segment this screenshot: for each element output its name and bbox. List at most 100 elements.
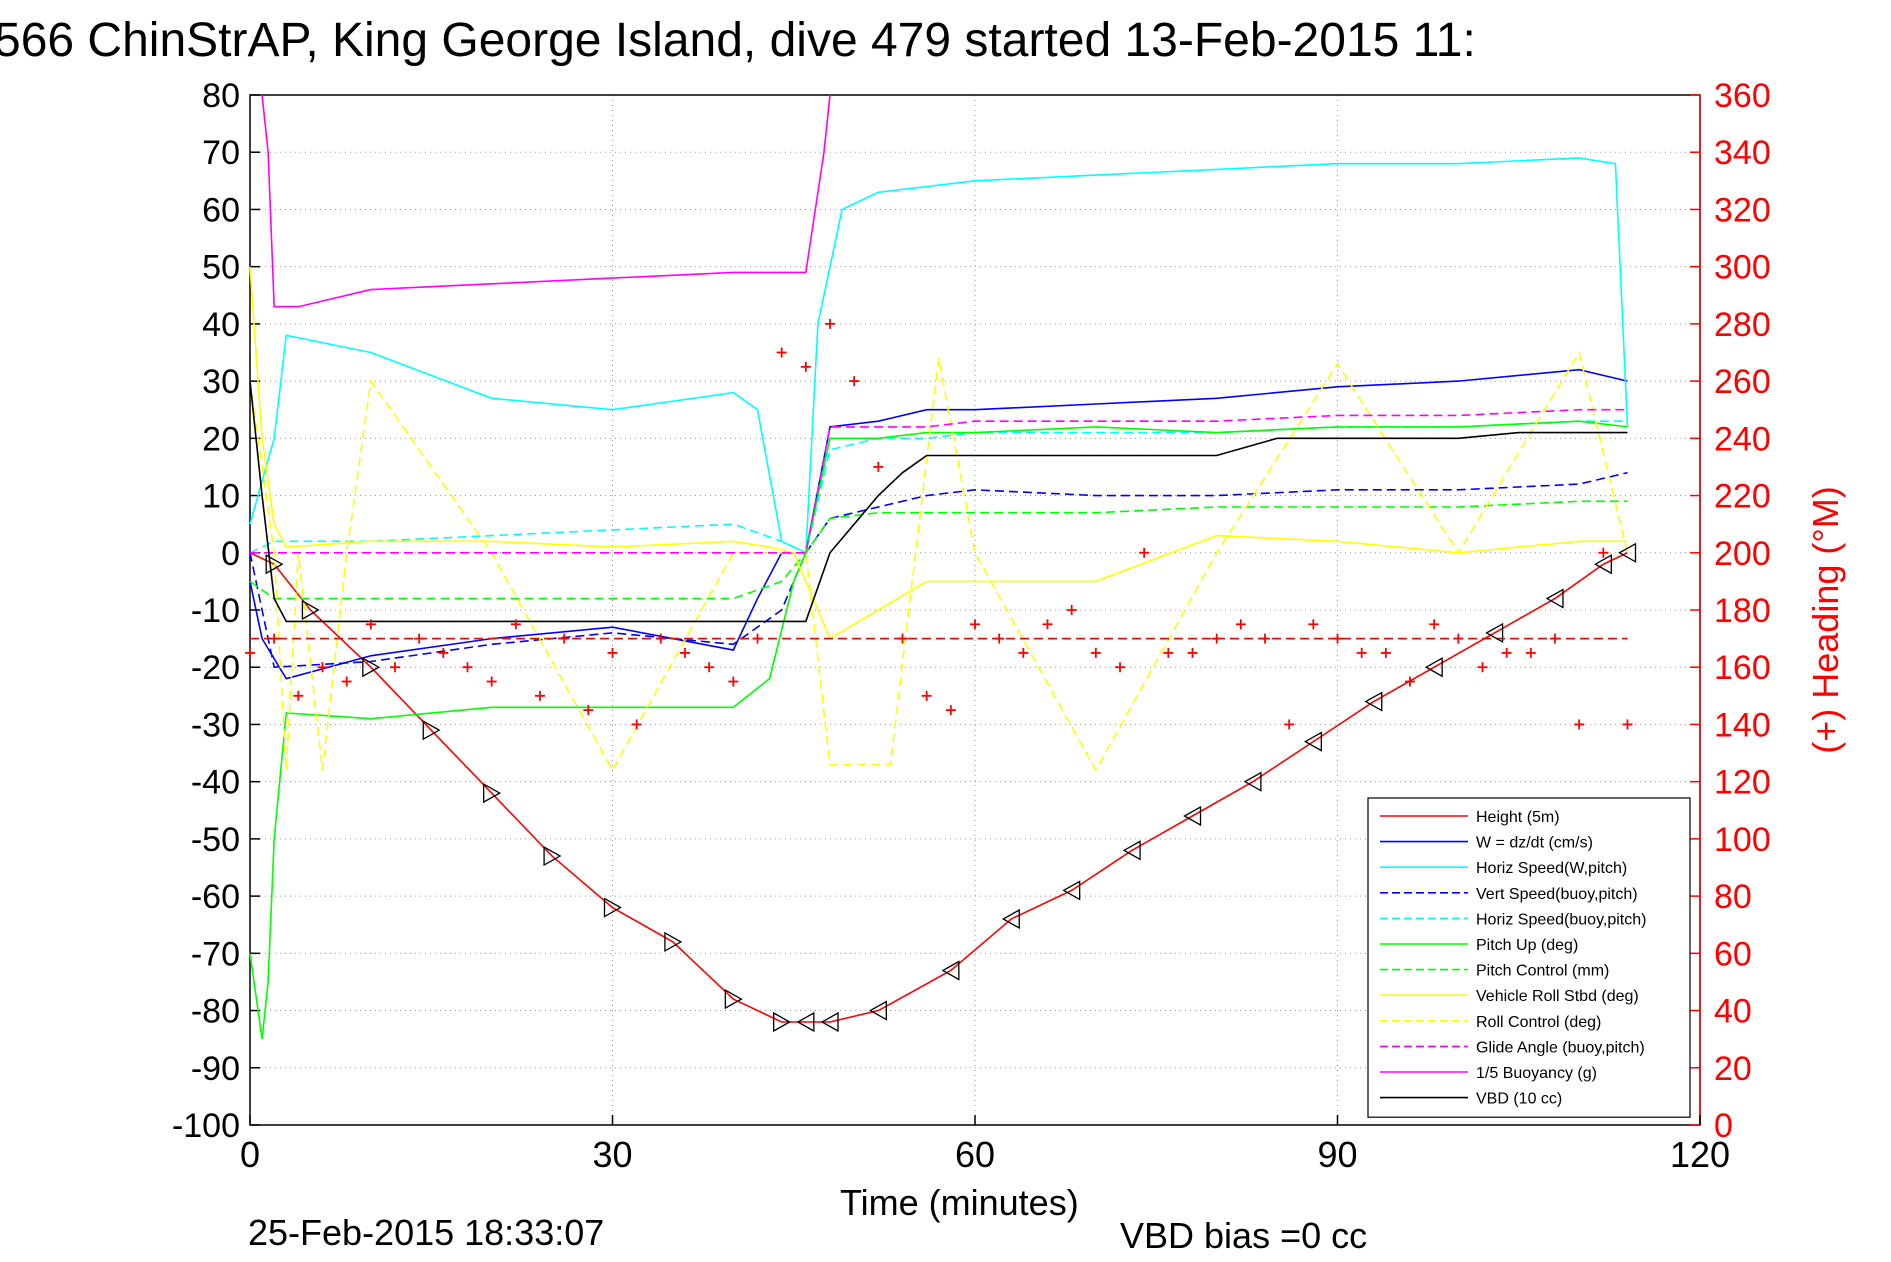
height-marker: [265, 554, 284, 575]
y-right-tick-label: 260: [1714, 363, 1771, 401]
legend-label: Pitch Up (deg): [1476, 937, 1578, 954]
footer-vbd-bias: VBD bias =0 cc: [1120, 1215, 1367, 1256]
legend-label: Horiz Speed(buoy,pitch): [1476, 911, 1646, 928]
grid-lines: [250, 95, 1700, 1125]
y-tick-label: 10: [202, 478, 240, 516]
y-right-tick-label: 60: [1714, 935, 1752, 973]
heading-point: [752, 633, 763, 644]
footer-timestamp: 25-Feb-2015 18:33:07: [248, 1212, 604, 1253]
y-tick-label: 40: [202, 306, 240, 344]
heading-point: [1115, 662, 1125, 673]
x-tick-label: 30: [592, 1134, 632, 1175]
y-tick-label: 50: [202, 249, 240, 287]
heading-point: [1598, 547, 1609, 558]
heading-point: [1308, 619, 1319, 630]
series-line-6: [249, 500, 1628, 600]
y-tick-label: 80: [202, 77, 240, 115]
y-right-tick-label: 80: [1714, 878, 1752, 916]
y-right-tick-label: 180: [1714, 592, 1771, 630]
y-tick-label: -10: [191, 592, 240, 630]
y-axis-right: 3603403203002802602402202001801601401201…: [1690, 77, 1771, 1145]
height-marker: [796, 1011, 815, 1033]
height-marker: [664, 931, 683, 953]
legend-entry: Height (5m): [1380, 809, 1560, 826]
legend-label: Horiz Speed(W,pitch): [1476, 860, 1627, 877]
legend-box: [1367, 797, 1691, 1118]
heading-point: [1211, 633, 1222, 644]
heading-point: [583, 705, 594, 716]
height-marker: [1545, 588, 1564, 609]
y-tick-label: -100: [172, 1107, 240, 1145]
legend-entry: Vehicle Roll Stbd (deg): [1380, 988, 1639, 1005]
y-right-tick-label: 220: [1714, 478, 1771, 516]
legend-label: VBD (10 cc): [1476, 1091, 1562, 1108]
x-tick-label: 90: [1317, 1134, 1357, 1175]
heading-point: [1260, 633, 1270, 644]
heading-point: [462, 662, 473, 673]
legend-entry: Horiz Speed(buoy,pitch): [1380, 911, 1646, 928]
y-tick-label: 30: [202, 363, 240, 401]
legend-label: Roll Control (deg): [1476, 1014, 1601, 1031]
series-line-8: [249, 350, 1629, 772]
legend-label: Glide Angle (buoy,pitch): [1476, 1039, 1645, 1056]
height-marker: [1122, 840, 1141, 861]
heading-point: [1405, 676, 1415, 687]
y-right-tick-label: 20: [1714, 1050, 1752, 1088]
height-marker: [773, 1011, 791, 1033]
legend-label: 1/5 Buoyancy (g): [1476, 1065, 1597, 1082]
heading-point: [438, 647, 449, 658]
heading-point: [1356, 647, 1367, 658]
heading-point: [1284, 719, 1295, 730]
heading-point: [269, 633, 280, 644]
legend-label: Pitch Control (mm): [1476, 963, 1609, 980]
heading-point: [921, 690, 932, 701]
heading-point: [1163, 647, 1174, 658]
height-marker: [724, 988, 743, 1010]
heading-point: [293, 690, 304, 701]
heading-point: [1066, 605, 1077, 615]
heading-point: [1139, 547, 1150, 558]
heading-point: [1501, 647, 1512, 658]
y-right-tick-label: 240: [1714, 420, 1771, 458]
y-right-tick-label: 320: [1714, 191, 1771, 229]
height-marker: [1424, 657, 1443, 678]
heading-point: [680, 647, 690, 658]
height-marker: [1485, 622, 1504, 644]
x-tick-label: 0: [240, 1134, 260, 1175]
x-tick-label: 60: [955, 1134, 995, 1175]
heading-point: [559, 633, 570, 644]
heading-point: [994, 633, 1005, 644]
series-line-4: [249, 420, 1628, 554]
heading-point: [728, 676, 739, 687]
x-axis: 0 30 60 90 120: [240, 1115, 1730, 1175]
y-right-tick-label: 300: [1714, 249, 1771, 287]
height-marker: [422, 720, 441, 741]
heading-point: [317, 662, 328, 673]
x-tick-label: 120: [1670, 1134, 1730, 1175]
height-marker: [362, 657, 381, 678]
height-marker: [869, 1000, 887, 1021]
legend-entry: W = dz/dt (cm/s): [1380, 835, 1593, 852]
series-line-10: [261, 94, 831, 308]
heading-point: [825, 318, 835, 329]
y-tick-label: 20: [202, 420, 240, 458]
heading-point: [945, 705, 956, 716]
y-tick-label: -90: [191, 1050, 240, 1088]
legend-entry: Pitch Control (mm): [1380, 963, 1609, 980]
height-marker: [1183, 805, 1202, 827]
legend-entry: Vert Speed(buoy,pitch): [1380, 886, 1638, 903]
series-line-3: [249, 471, 1628, 669]
series-line-11: [249, 381, 1628, 623]
y-tick-label: -40: [191, 764, 240, 802]
height-marker: [1594, 554, 1612, 575]
heading-point: [1090, 647, 1101, 658]
y-right-tick-label: 120: [1714, 764, 1771, 802]
y-tick-label: 70: [202, 134, 240, 172]
heading-point: [1622, 719, 1633, 730]
x-axis-label: Time (minutes): [840, 1182, 1079, 1223]
y-tick-label: -30: [191, 706, 240, 744]
legend: Height (5m) W = dz/dt (cm/s) Horiz Speed(W…: [1367, 797, 1691, 1118]
legend-label: Vert Speed(buoy,pitch): [1476, 886, 1638, 903]
heading-point: [1018, 647, 1029, 658]
